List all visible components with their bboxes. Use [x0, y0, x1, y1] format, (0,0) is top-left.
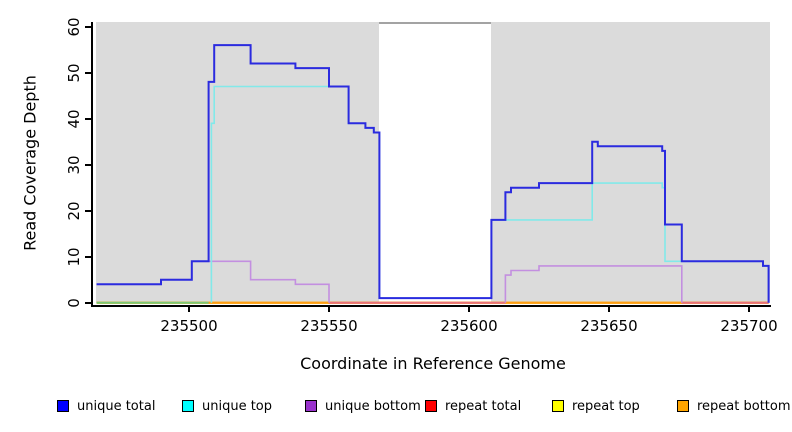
- unique-total-swatch: [57, 400, 69, 412]
- legend-label: repeat top: [572, 398, 640, 414]
- y-tick-label-40: 40: [65, 109, 83, 129]
- y-tick-10: [85, 256, 91, 258]
- y-tick-20: [85, 210, 91, 212]
- legend-label: unique bottom: [325, 398, 421, 414]
- legend-item-repeat-total: repeat total: [425, 398, 521, 414]
- x-tick-235550: [328, 305, 330, 312]
- legend-label: repeat bottom: [697, 398, 791, 414]
- unique-top-swatch: [182, 400, 194, 412]
- unique-bottom-swatch: [305, 400, 317, 412]
- legend-label: unique total: [77, 398, 156, 414]
- legend-item-unique-top: unique top: [182, 398, 272, 414]
- x-tick-label-235500: 235500: [160, 317, 218, 335]
- legend-item-unique-total: unique total: [57, 398, 155, 414]
- series-unique-total: [96, 44, 770, 303]
- legend-item-repeat-bottom: repeat bottom: [677, 398, 791, 414]
- plot-area: [96, 22, 770, 303]
- x-tick-label-235600: 235600: [440, 317, 498, 335]
- y-tick-label-20: 20: [65, 201, 83, 221]
- legend-label: repeat total: [445, 398, 522, 414]
- no-data-band: [379, 22, 492, 303]
- legend-label: unique top: [202, 398, 273, 414]
- x-tick-235600: [468, 305, 470, 312]
- repeat-top-swatch: [552, 400, 564, 412]
- y-axis-line: [91, 22, 93, 306]
- y-tick-label-30: 30: [65, 155, 83, 175]
- repeat-total-swatch: [425, 400, 437, 412]
- series-unique-bottom: [97, 261, 769, 302]
- series-unique-top: [210, 85, 770, 303]
- y-tick-40: [85, 118, 91, 120]
- y-tick-60: [85, 26, 91, 28]
- legend-item-unique-bottom: unique bottom: [305, 398, 421, 414]
- chart-lines: [96, 44, 770, 306]
- x-axis-title: Coordinate in Reference Genome: [300, 354, 566, 373]
- repeat-bottom-swatch: [677, 400, 689, 412]
- x-axis-line: [91, 305, 771, 307]
- x-tick-235650: [608, 305, 610, 312]
- y-tick-label-50: 50: [65, 63, 83, 83]
- x-tick-235700: [748, 305, 750, 312]
- y-tick-30: [85, 164, 91, 166]
- x-tick-label-235700: 235700: [720, 317, 778, 335]
- y-axis-title: Read Coverage Depth: [20, 74, 40, 251]
- y-tick-0: [85, 302, 91, 304]
- x-tick-label-235550: 235550: [300, 317, 358, 335]
- y-tick-label-60: 60: [65, 17, 83, 37]
- x-tick-235500: [188, 305, 190, 312]
- x-tick-label-235650: 235650: [580, 317, 638, 335]
- y-tick-label-10: 10: [65, 247, 83, 267]
- y-tick-label-0: 0: [65, 297, 83, 308]
- legend-item-repeat-top: repeat top: [552, 398, 640, 414]
- y-tick-50: [85, 72, 91, 74]
- legend: unique total unique top unique bottom repea…: [0, 398, 792, 418]
